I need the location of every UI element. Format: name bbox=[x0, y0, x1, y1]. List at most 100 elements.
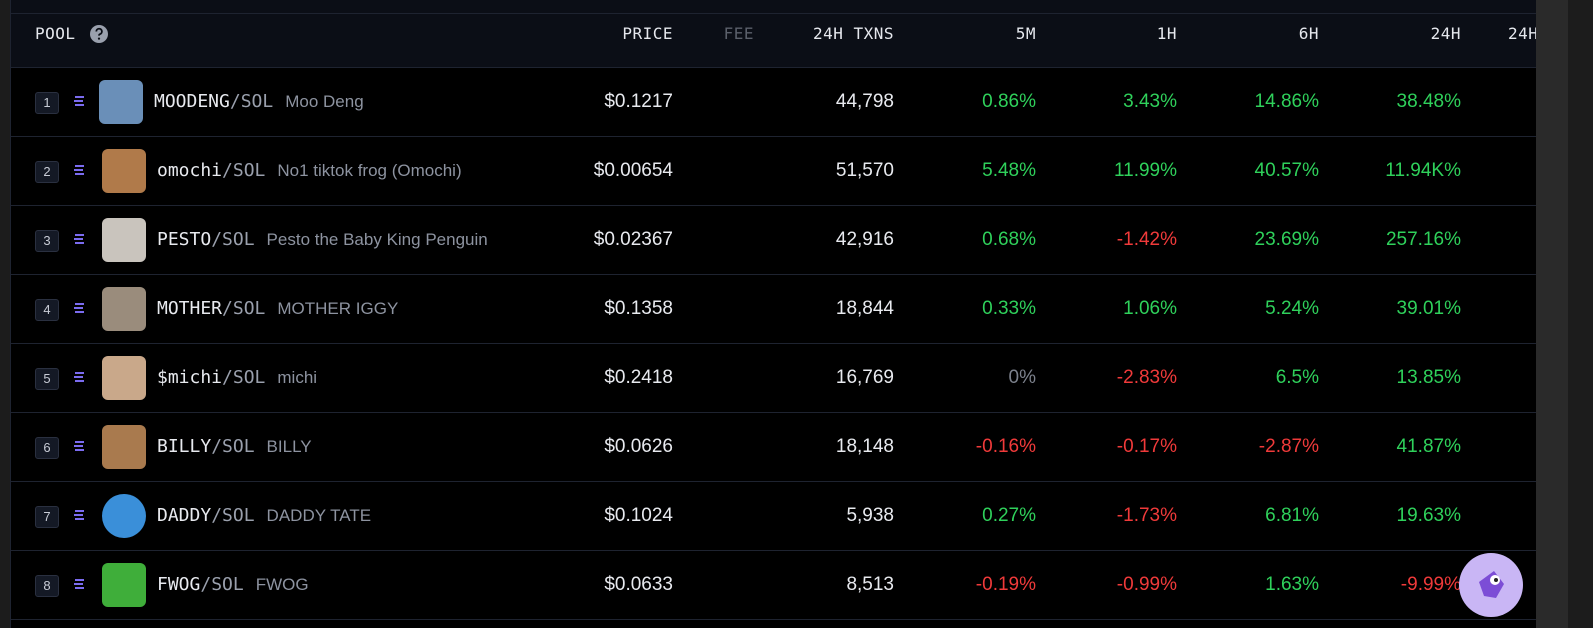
rank: 8 bbox=[35, 575, 59, 597]
pool-row[interactable]: 4 MOTHER/SOL MOTHER IGGY $0.1358 18,844 0.33%… bbox=[11, 275, 1536, 344]
txns: 51,570 bbox=[835, 160, 894, 181]
pool-row[interactable]: 5 $michi/SOL michi $0.2418 16,769 0% -2.83% 6.5… bbox=[11, 344, 1536, 413]
token-name: DADDY TATE bbox=[266, 506, 372, 525]
token-avatar bbox=[102, 356, 146, 400]
pair-cell[interactable]: DADDY/SOL DADDY TATE bbox=[157, 482, 371, 550]
help-icon[interactable] bbox=[89, 24, 109, 44]
quote-token: /SOL bbox=[222, 367, 266, 388]
rank: 1 bbox=[35, 92, 59, 114]
change-h24: 13.85% bbox=[1396, 367, 1461, 388]
price: $0.2418 bbox=[604, 367, 673, 388]
quote-token: /SOL bbox=[211, 436, 255, 457]
pair-cell[interactable]: BILLY/SOL BILLY bbox=[157, 413, 312, 481]
base-token: MOODENG bbox=[154, 91, 230, 112]
assistant-button[interactable] bbox=[1458, 552, 1524, 618]
quote-token: /SOL bbox=[211, 229, 255, 250]
token-avatar bbox=[102, 563, 146, 607]
txns: 16,769 bbox=[835, 367, 894, 388]
column-header[interactable]: 24H TXNS bbox=[812, 24, 894, 43]
chain-icon bbox=[74, 372, 84, 382]
price: $0.02367 bbox=[593, 229, 673, 250]
pool-row[interactable]: 2 omochi/SOL No1 tiktok frog (Omochi) $0.00… bbox=[11, 137, 1536, 206]
pair-cell[interactable]: $michi/SOL michi bbox=[157, 344, 317, 412]
pool-header[interactable]: POOL bbox=[35, 24, 76, 43]
change-m5: 0% bbox=[1008, 367, 1036, 388]
base-token: DADDY bbox=[157, 505, 212, 526]
price: $0.1358 bbox=[604, 298, 673, 319]
token-name: Moo Deng bbox=[285, 92, 364, 111]
change-h24: -9.99% bbox=[1400, 574, 1461, 595]
pool-row[interactable]: 7 DADDY/SOL DADDY TATE $0.1024 5,938 0.27% -1.… bbox=[11, 482, 1536, 551]
pair-cell[interactable]: omochi/SOL No1 tiktok frog (Omochi) bbox=[157, 137, 462, 205]
txns: 18,148 bbox=[835, 436, 894, 457]
change-h1: 3.43% bbox=[1123, 91, 1177, 112]
base-token: BILLY bbox=[157, 436, 212, 457]
change-m5: -0.16% bbox=[975, 436, 1036, 457]
change-h1: 1.06% bbox=[1123, 298, 1177, 319]
token-avatar bbox=[102, 425, 146, 469]
pair-cell[interactable]: PESTO/SOL Pesto the Baby King Penguin bbox=[157, 206, 488, 274]
pool-row[interactable]: 6 BILLY/SOL BILLY $0.0626 18,148 -0.16% -0.17%… bbox=[11, 413, 1536, 482]
price: $0.0633 bbox=[604, 574, 673, 595]
pair-cell[interactable]: FWOG/SOL FWOG bbox=[157, 551, 309, 619]
change-h6: 6.81% bbox=[1265, 505, 1319, 526]
token-avatar bbox=[102, 287, 146, 331]
chain-icon bbox=[74, 510, 84, 520]
token-name: michi bbox=[277, 368, 318, 387]
change-h24: 39.01% bbox=[1396, 298, 1461, 319]
pools-table: POOL PRICE FEE 24H TXNS 5M 1H 6H 24H 24H 1 MOODE… bbox=[10, 0, 1536, 628]
price: $0.1024 bbox=[604, 505, 673, 526]
change-h6: 1.63% bbox=[1265, 574, 1319, 595]
column-header[interactable]: 5M bbox=[1015, 24, 1036, 43]
rank: 4 bbox=[35, 299, 59, 321]
chain-icon bbox=[74, 234, 84, 244]
pool-row[interactable]: 3 PESTO/SOL Pesto the Baby King Penguin $0.… bbox=[11, 206, 1536, 275]
chain-icon bbox=[74, 579, 84, 589]
rank: 2 bbox=[35, 161, 59, 183]
chain-icon bbox=[74, 303, 84, 313]
chain-icon bbox=[74, 165, 84, 175]
change-h24: 11.94K% bbox=[1385, 160, 1461, 181]
column-header[interactable]: 24H bbox=[1430, 24, 1461, 43]
token-name: MOTHER IGGY bbox=[277, 299, 399, 318]
quote-token: /SOL bbox=[229, 91, 274, 112]
base-token: MOTHER bbox=[157, 298, 223, 319]
price: $0.0626 bbox=[604, 436, 673, 457]
change-h1: -1.42% bbox=[1116, 229, 1177, 250]
pool-row[interactable]: 1 MOODENG/SOL Moo Deng $0.1217 44,798 0.86% 3.… bbox=[11, 68, 1536, 137]
token-avatar bbox=[102, 494, 146, 538]
change-h6: -2.87% bbox=[1258, 436, 1319, 457]
pool-row[interactable]: 8 FWOG/SOL FWOG $0.0633 8,513 -0.19% -0.99% 1.6… bbox=[11, 551, 1536, 620]
change-m5: 0.33% bbox=[982, 298, 1036, 319]
base-token: PESTO bbox=[157, 229, 212, 250]
change-h1: -1.73% bbox=[1116, 505, 1177, 526]
top-bar bbox=[11, 0, 1536, 14]
base-token: omochi bbox=[157, 160, 223, 181]
change-m5: -0.19% bbox=[975, 574, 1036, 595]
rank: 6 bbox=[35, 437, 59, 459]
pair-cell[interactable]: MOTHER/SOL MOTHER IGGY bbox=[157, 275, 398, 343]
change-m5: 0.68% bbox=[982, 229, 1036, 250]
column-header[interactable]: PRICE bbox=[622, 24, 673, 43]
change-h24: 41.87% bbox=[1396, 436, 1461, 457]
quote-token: /SOL bbox=[211, 505, 255, 526]
column-header[interactable]: 1H bbox=[1156, 24, 1177, 43]
quote-token: /SOL bbox=[222, 160, 266, 181]
token-name: FWOG bbox=[255, 575, 309, 594]
column-header[interactable]: 24H bbox=[1508, 24, 1536, 43]
change-m5: 5.48% bbox=[982, 160, 1036, 181]
column-header[interactable]: FEE bbox=[723, 24, 754, 43]
txns: 42,916 bbox=[835, 229, 894, 250]
txns: 44,798 bbox=[835, 91, 894, 112]
txns: 8,513 bbox=[846, 574, 894, 595]
token-avatar bbox=[102, 149, 146, 193]
pair-cell[interactable]: MOODENG/SOL Moo Deng bbox=[154, 68, 364, 136]
change-h6: 5.24% bbox=[1265, 298, 1319, 319]
column-header[interactable]: 6H bbox=[1298, 24, 1319, 43]
change-h6: 40.57% bbox=[1254, 160, 1319, 181]
change-m5: 0.27% bbox=[982, 505, 1036, 526]
change-h6: 6.5% bbox=[1275, 367, 1319, 388]
change-h1: 11.99% bbox=[1113, 160, 1177, 181]
table-header: POOL PRICE FEE 24H TXNS 5M 1H 6H 24H 24H bbox=[11, 14, 1536, 68]
token-name: No1 tiktok frog (Omochi) bbox=[277, 161, 462, 180]
